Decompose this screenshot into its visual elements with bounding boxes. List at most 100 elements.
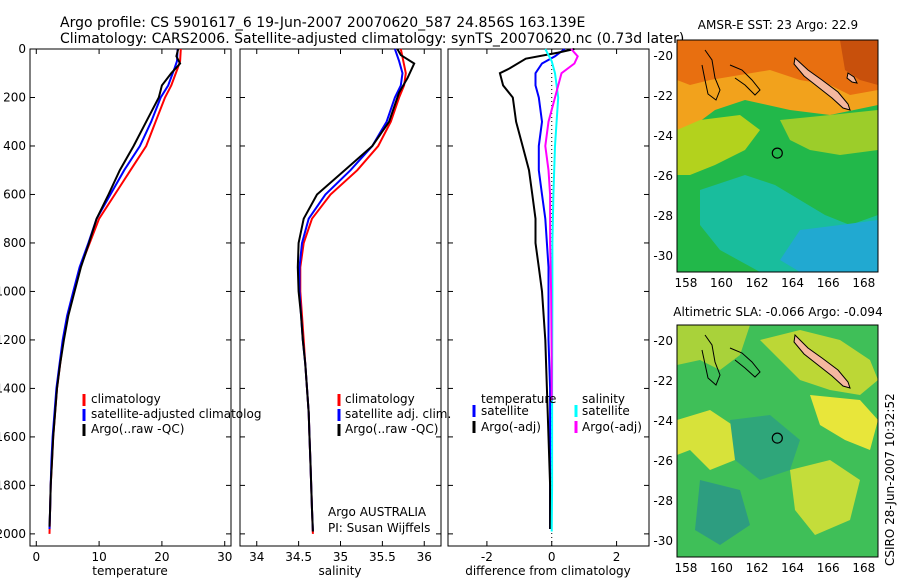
- sla-low-region-2: [695, 480, 750, 545]
- map-x-tick-label: 162: [746, 276, 769, 290]
- y-tick-label: 1400: [0, 381, 26, 395]
- map-y-tick-label: -20: [653, 49, 673, 63]
- side-timestamp-note: CSIRO 28-Jun-2007 10:32:52: [883, 393, 897, 566]
- sla-map: [676, 324, 879, 558]
- legend-label-climatology: climatology: [91, 392, 161, 406]
- header-title-line1: Argo profile: CS 5901617_6 19-Jun-2007 2…: [60, 15, 585, 31]
- legend-label-temp-satellite: satellite: [481, 404, 529, 418]
- map-y-tick-label: -24: [653, 414, 673, 428]
- map-x-tick-label: 166: [817, 276, 840, 290]
- difference-legend: temperature satellite Argo(-adj) salinit…: [472, 392, 642, 434]
- map-x-tick-label: 158: [674, 561, 697, 575]
- series-line-salinity-satellite: [544, 48, 560, 532]
- map-x-tick-label: 158: [674, 276, 697, 290]
- map-y-tick-label: -28: [653, 209, 673, 223]
- x-tick-label: 0: [32, 550, 40, 564]
- sla-map-title: Altimetric SLA: -0.066 Argo: -0.094: [673, 305, 882, 319]
- x-tick-label: 2: [613, 550, 621, 564]
- map-y-tick-label: -26: [653, 454, 673, 468]
- map-x-tick-label: 164: [781, 276, 804, 290]
- legend-label-argo: Argo(..raw -QC): [345, 422, 438, 436]
- tick-layer: 0102030020040060080010001200140016001800…: [0, 42, 875, 575]
- reef-contour-central: [729, 64, 761, 96]
- sla-low-region-1: [730, 415, 800, 480]
- x-tick-label: 34.5: [285, 550, 312, 564]
- map-y-tick-label: -22: [653, 89, 673, 103]
- x-tick-label: 35: [333, 550, 348, 564]
- loyalty-island: [846, 72, 858, 84]
- temperature-panel-frame: [29, 48, 232, 547]
- series-line-temperature-argo-adj-: [498, 48, 575, 529]
- x-axis-label-difference: difference from climatology: [465, 564, 631, 578]
- map-y-tick-label: -24: [653, 129, 673, 143]
- series-line-argo-raw-qc-: [296, 48, 416, 532]
- map-y-tick-label: -22: [653, 374, 673, 388]
- y-tick-label: 1200: [0, 333, 26, 347]
- sst-cold-region: [780, 220, 878, 272]
- argo-position-marker: [771, 432, 783, 444]
- x-tick-label: 34: [249, 550, 264, 564]
- y-tick-label: 1800: [0, 478, 26, 492]
- y-tick-label: 800: [3, 236, 26, 250]
- sst-warm-right-region: [780, 110, 878, 155]
- map-x-tick-label: 168: [852, 276, 875, 290]
- legend-label-temp-argo: Argo(-adj): [481, 420, 541, 434]
- y-tick-label: 1600: [0, 430, 26, 444]
- x-tick-label: 36: [417, 550, 432, 564]
- sla-map-frame: [676, 324, 879, 558]
- map-y-tick-label: -28: [653, 494, 673, 508]
- reef-contour-west: [701, 49, 721, 101]
- y-tick-label: 1000: [0, 284, 26, 298]
- sst-map-frame: [676, 39, 879, 273]
- x-tick-label: 20: [154, 550, 169, 564]
- y-tick-label: 200: [3, 90, 26, 104]
- map-y-tick-label: -20: [653, 334, 673, 348]
- y-tick-label: 400: [3, 139, 26, 153]
- x-tick-label: 0: [548, 550, 556, 564]
- map-x-tick-label: 160: [710, 276, 733, 290]
- map-y-tick-label: -30: [653, 534, 673, 548]
- x-tick-label: 10: [91, 550, 106, 564]
- credit-line-2: PI: Susan Wijffels: [328, 521, 430, 535]
- reef-contour-west: [701, 334, 721, 386]
- sst-warm-left-region: [677, 115, 760, 175]
- salinity-panel-frame: [239, 48, 442, 547]
- x-tick-label: -2: [481, 550, 493, 564]
- sst-map-field: [677, 40, 878, 272]
- sst-hottest-region: [840, 40, 878, 85]
- x-tick-label: 35.5: [369, 550, 396, 564]
- y-tick-label: 2000: [0, 527, 26, 541]
- series-line-argo-raw-qc-: [48, 48, 182, 527]
- map-x-tick-label: 164: [781, 561, 804, 575]
- y-tick-label: 600: [3, 187, 26, 201]
- legend-title-salinity: salinity: [582, 392, 625, 406]
- map-y-tick-label: -26: [653, 169, 673, 183]
- x-axis-label-temperature: temperature: [92, 564, 167, 578]
- map-x-tick-label: 168: [852, 561, 875, 575]
- sla-high-region-3: [810, 395, 878, 450]
- argo-position-marker: [771, 147, 783, 159]
- profile-lines-layer: [48, 48, 579, 546]
- sla-high-region-1: [677, 325, 750, 370]
- x-axis-label-salinity: salinity: [318, 564, 361, 578]
- new-caledonia-island: [793, 57, 851, 111]
- series-line-temperature-satellite: [534, 48, 566, 529]
- sst-map: [676, 39, 879, 273]
- series-line-salinity-argo-adj-: [544, 48, 579, 401]
- legend-label-satellite: satellite-adjusted climatolog: [91, 407, 261, 421]
- sla-high-region-4: [677, 410, 740, 470]
- legend-label-argo: Argo(..raw -QC): [91, 422, 184, 436]
- legend-label-sal-argo: Argo(-adj): [582, 420, 642, 434]
- reef-contour-central: [729, 347, 761, 378]
- map-x-tick-label: 162: [746, 561, 769, 575]
- credit-line-1: Argo AUSTRALIA: [328, 505, 427, 519]
- y-tick-label: 0: [18, 42, 26, 56]
- legend-label-satellite: satellite adj. clim.: [345, 407, 451, 421]
- map-y-tick-label: -30: [653, 249, 673, 263]
- map-x-tick-label: 160: [710, 561, 733, 575]
- sla-map-field: [677, 325, 878, 557]
- header-title-line2: Climatology: CARS2006. Satellite-adjuste…: [60, 31, 684, 47]
- temperature-legend: climatology satellite-adjusted climatolo…: [82, 392, 261, 436]
- sst-map-title: AMSR-E SST: 23 Argo: 22.9: [698, 18, 858, 32]
